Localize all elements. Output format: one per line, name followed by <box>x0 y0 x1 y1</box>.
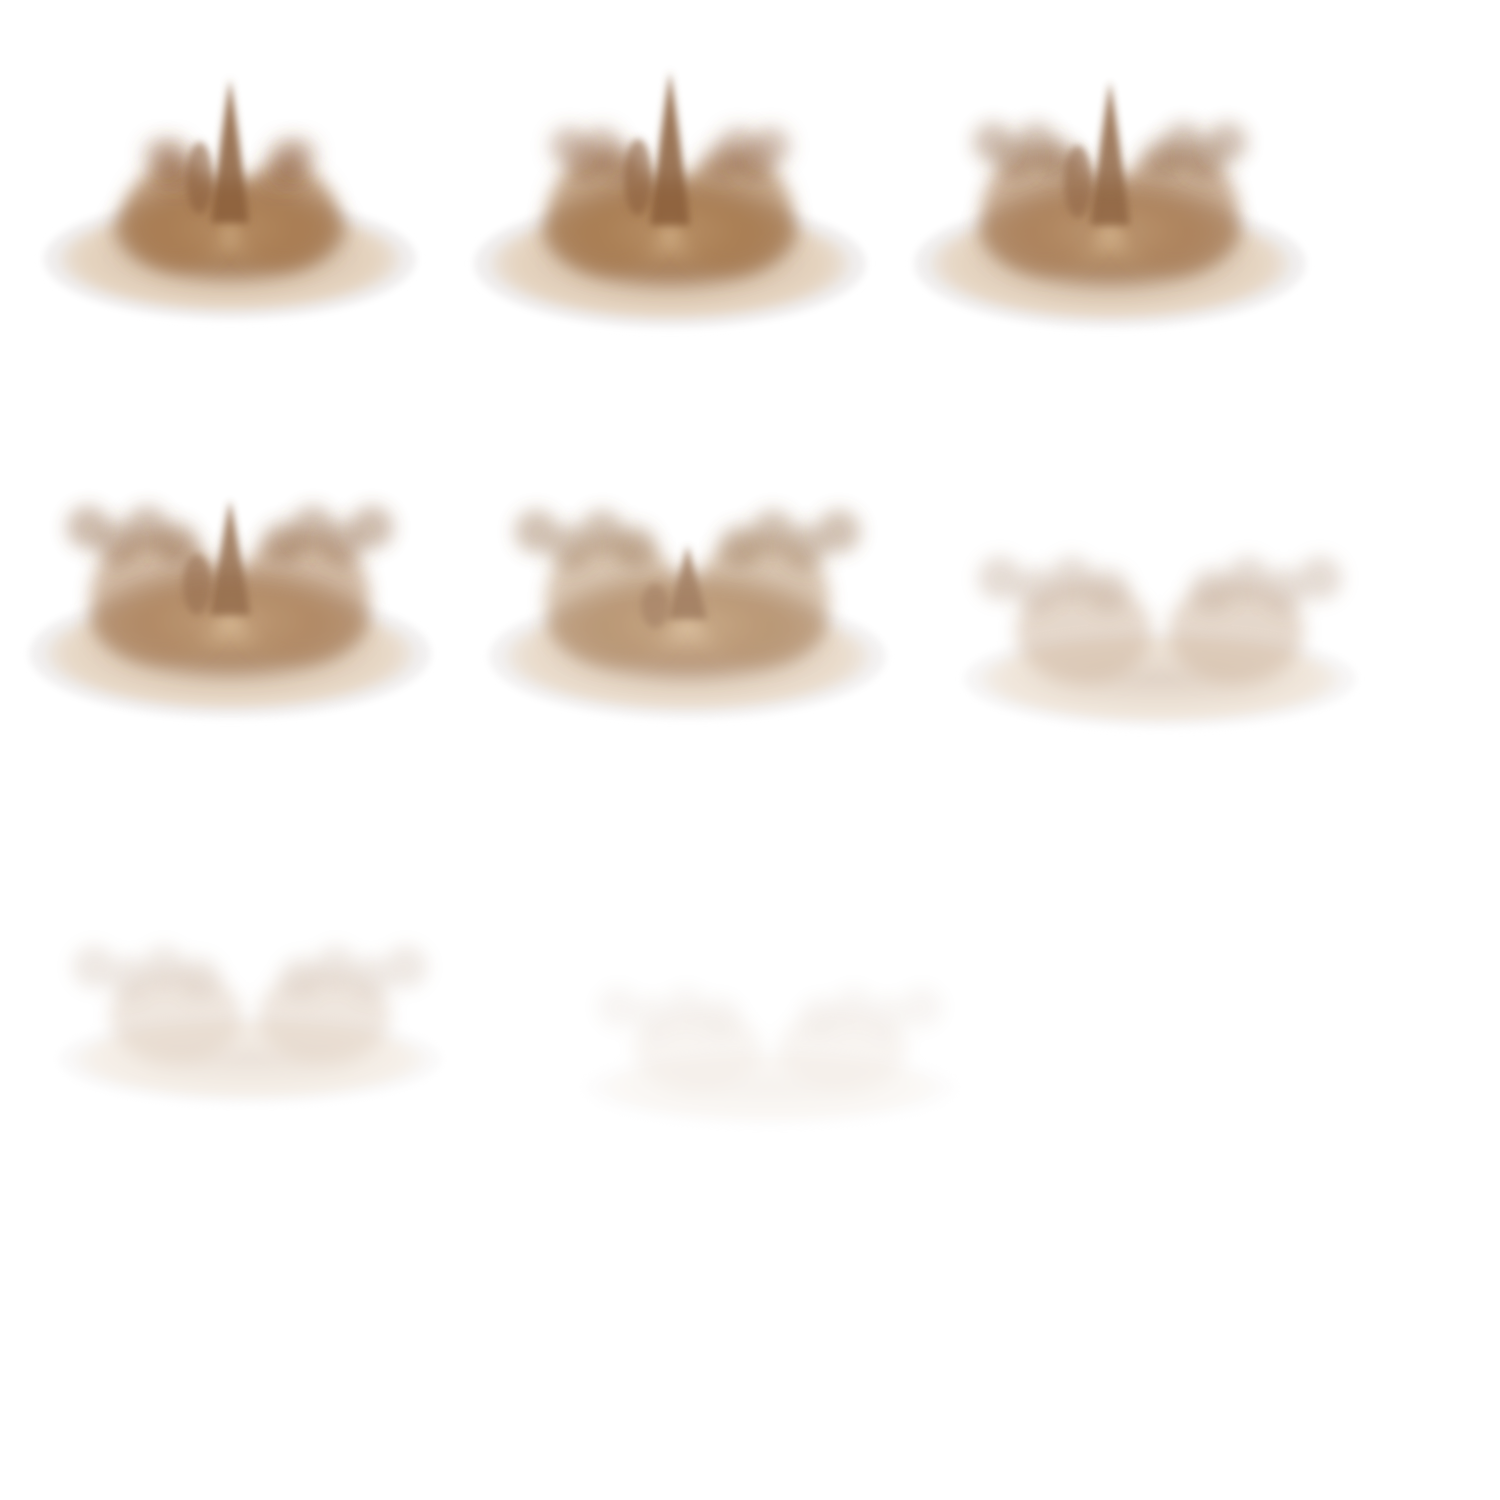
dust-burst-6-icon <box>964 556 1356 728</box>
frame-6 <box>960 500 1360 745</box>
dust-burst-5-icon <box>489 509 886 719</box>
dust-burst-1-icon <box>43 79 417 319</box>
frame-7 <box>55 895 445 1120</box>
frame-5 <box>485 430 890 740</box>
dust-burst-3-icon <box>914 81 1306 328</box>
frame-2 <box>470 30 870 350</box>
frame-3 <box>910 30 1310 350</box>
dust-burst-2-icon <box>474 71 866 328</box>
frame-4 <box>25 420 435 740</box>
dust-burst-7-icon <box>58 945 442 1105</box>
dust-burst-8-icon <box>583 986 957 1127</box>
dust-burst-4-icon <box>29 500 431 718</box>
frame-8 <box>580 945 960 1140</box>
frame-1 <box>40 40 420 340</box>
